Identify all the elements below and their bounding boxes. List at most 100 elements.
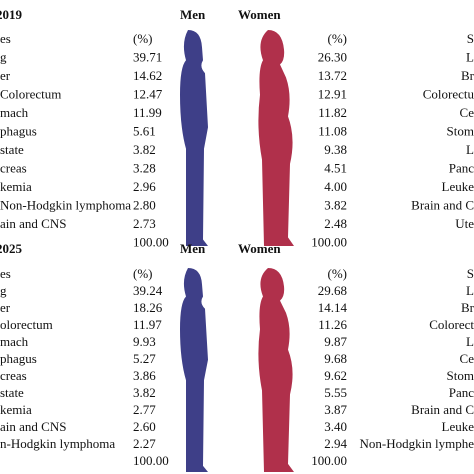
men-site: state: [0, 385, 24, 400]
women-pct: 9.87: [324, 334, 347, 349]
men-site: g: [0, 49, 7, 64]
men-site: kemia: [0, 402, 32, 417]
women-pct: 4.51: [324, 160, 347, 175]
men-pct: 2.80: [133, 197, 156, 212]
men-site: creas: [0, 368, 27, 383]
women-pct: 2.94: [324, 436, 347, 451]
women-site: L: [466, 142, 474, 157]
men-pct: 3.82: [133, 385, 156, 400]
women-site: Br: [461, 300, 474, 315]
women-silhouette: [258, 30, 294, 246]
women-total: 100.00: [311, 453, 347, 468]
women-site: Colorectu: [423, 86, 474, 101]
women-header: S: [467, 266, 474, 281]
men-header: es: [0, 31, 11, 46]
women-site: Colorect: [429, 317, 474, 332]
men-pct-header: (%): [133, 266, 153, 281]
men-site: mach: [0, 105, 29, 120]
women-site: Panc: [449, 160, 474, 175]
women-site: Panc: [449, 385, 474, 400]
men-site: g: [0, 283, 7, 298]
men-site: phagus: [0, 123, 37, 138]
women-pct: 13.72: [318, 68, 347, 83]
men-pct: 2.73: [133, 216, 156, 231]
men-pct: 3.28: [133, 160, 156, 175]
men-pct: 14.62: [133, 68, 162, 83]
women-site: Brain and C: [411, 402, 474, 417]
women-silhouette: [258, 268, 294, 472]
women-pct: 3.87: [324, 402, 347, 417]
men-pct: 5.27: [133, 351, 156, 366]
women-header: S: [467, 31, 474, 46]
women-pct: 5.55: [324, 385, 347, 400]
men-site: ain and CNS: [0, 419, 66, 434]
women-pct: 2.48: [324, 216, 347, 231]
women-site: L: [466, 49, 474, 64]
women-pct: 9.68: [324, 351, 347, 366]
women-pct: 29.68: [318, 283, 347, 298]
women-pct: 9.38: [324, 142, 347, 157]
women-site: Ce: [460, 351, 474, 366]
men-label: Men: [180, 7, 206, 22]
women-site: Ce: [460, 105, 474, 120]
men-silhouette: [180, 268, 208, 472]
men-site: er: [0, 300, 11, 315]
men-pct-header: (%): [133, 31, 153, 46]
women-pct: 11.26: [318, 317, 347, 332]
men-site: mach: [0, 334, 29, 349]
women-site: L: [466, 334, 474, 349]
men-pct: 2.27: [133, 436, 156, 451]
men-pct: 11.97: [133, 317, 162, 332]
men-site: kemia: [0, 179, 32, 194]
panel-title: 2025: [0, 241, 23, 256]
men-label: Men: [180, 241, 206, 256]
men-pct: 2.60: [133, 419, 156, 434]
men-site: olorectum: [0, 317, 53, 332]
women-pct: 14.14: [318, 300, 348, 315]
men-pct: 39.71: [133, 49, 162, 64]
women-total: 100.00: [311, 234, 347, 249]
women-site: L: [466, 283, 474, 298]
men-site: Non-Hodgkin lymphoma: [0, 197, 131, 212]
men-pct: 11.99: [133, 105, 162, 120]
men-header: es: [0, 266, 11, 281]
men-pct: 2.96: [133, 179, 156, 194]
men-pct: 39.24: [133, 283, 163, 298]
women-site: Leuke: [442, 419, 474, 434]
men-pct: 18.26: [133, 300, 163, 315]
women-site: Stom: [447, 123, 474, 138]
women-pct: 11.08: [318, 123, 347, 138]
women-pct-header: (%): [328, 31, 348, 46]
women-pct: 4.00: [324, 179, 347, 194]
men-pct: 3.82: [133, 142, 156, 157]
men-site: phagus: [0, 351, 37, 366]
men-pct: 9.93: [133, 334, 156, 349]
men-site: er: [0, 68, 11, 83]
women-site: Non-Hodgkin lymphe: [360, 436, 474, 451]
men-site: ain and CNS: [0, 216, 66, 231]
men-site: n-Hodgkin lymphoma: [0, 436, 115, 451]
men-pct: 12.47: [133, 86, 163, 101]
men-total: 100.00: [133, 234, 169, 249]
men-site: state: [0, 142, 24, 157]
women-site: Brain and C: [411, 197, 474, 212]
men-pct: 2.77: [133, 402, 156, 417]
women-site: Br: [461, 68, 474, 83]
men-silhouette: [180, 30, 208, 246]
women-pct: 12.91: [318, 86, 347, 101]
women-pct: 3.40: [324, 419, 347, 434]
women-pct: 26.30: [318, 49, 347, 64]
men-total: 100.00: [133, 453, 169, 468]
men-site: creas: [0, 160, 27, 175]
panel-title: 2019: [0, 7, 23, 22]
women-pct: 9.62: [324, 368, 347, 383]
women-site: Ute: [455, 216, 474, 231]
women-label: Women: [238, 241, 281, 256]
men-site: Colorectum: [0, 86, 61, 101]
women-pct-header: (%): [328, 266, 348, 281]
women-pct: 11.82: [318, 105, 347, 120]
women-pct: 3.82: [324, 197, 347, 212]
women-label: Women: [238, 7, 281, 22]
women-site: Stom: [447, 368, 474, 383]
men-pct: 5.61: [133, 123, 156, 138]
